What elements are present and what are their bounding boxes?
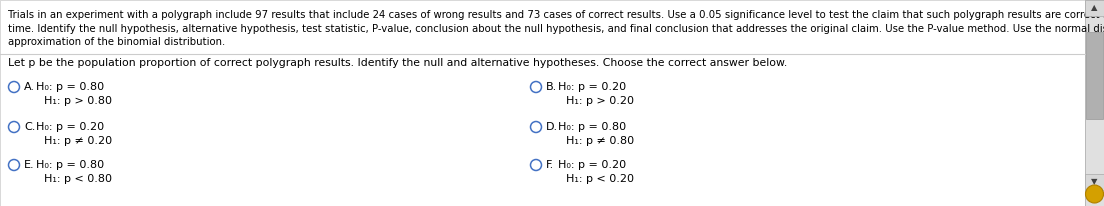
Bar — [1085, 174, 1104, 190]
Text: C.: C. — [24, 122, 35, 132]
Text: H₀: p = 0.20: H₀: p = 0.20 — [558, 82, 626, 92]
Text: H₁: p < 0.20: H₁: p < 0.20 — [566, 174, 634, 184]
Text: ▲: ▲ — [1091, 4, 1097, 13]
Text: H₁: p > 0.20: H₁: p > 0.20 — [566, 96, 634, 106]
Text: H₁: p < 0.80: H₁: p < 0.80 — [44, 174, 112, 184]
Bar — [1086, 32, 1103, 119]
Text: F.: F. — [546, 160, 554, 170]
Text: Let p be the population proportion of correct polygraph results. Identify the nu: Let p be the population proportion of co… — [8, 58, 787, 68]
Text: A.: A. — [24, 82, 35, 92]
Bar — [1085, 0, 1104, 16]
Circle shape — [1085, 185, 1104, 203]
Text: H₁: p > 0.80: H₁: p > 0.80 — [44, 96, 112, 106]
Text: time. Identify the null hypothesis, alternative hypothesis, test statistic, P-va: time. Identify the null hypothesis, alte… — [8, 23, 1104, 34]
Bar — [1085, 0, 1104, 206]
Text: E.: E. — [24, 160, 34, 170]
Text: H₀: p = 0.80: H₀: p = 0.80 — [36, 160, 104, 170]
Text: H₀: p = 0.20: H₀: p = 0.20 — [36, 122, 104, 132]
Text: H₁: p ≠ 0.20: H₁: p ≠ 0.20 — [44, 136, 113, 146]
Text: H₀: p = 0.80: H₀: p = 0.80 — [558, 122, 626, 132]
Text: approximation of the binomial distribution.: approximation of the binomial distributi… — [8, 37, 225, 47]
Text: B.: B. — [546, 82, 558, 92]
Text: Trials in an experiment with a polygraph include 97 results that include 24 case: Trials in an experiment with a polygraph… — [8, 10, 1104, 20]
Text: H₁: p ≠ 0.80: H₁: p ≠ 0.80 — [566, 136, 634, 146]
Text: H₀: p = 0.20: H₀: p = 0.20 — [558, 160, 626, 170]
Text: ▼: ▼ — [1091, 178, 1097, 186]
Text: H₀: p = 0.80: H₀: p = 0.80 — [36, 82, 104, 92]
Text: D.: D. — [546, 122, 559, 132]
